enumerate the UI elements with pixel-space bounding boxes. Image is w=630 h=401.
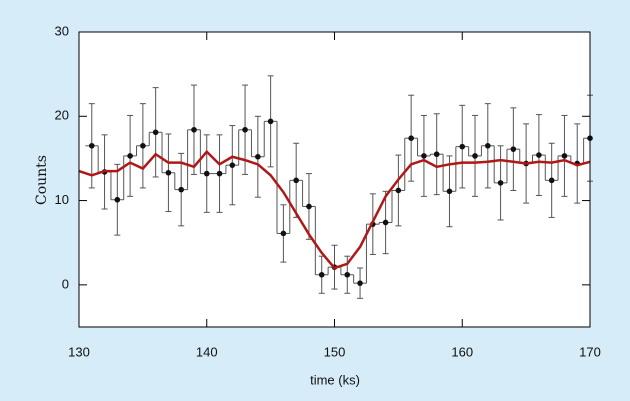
x-axis-label: time (ks) [310, 372, 360, 387]
point [395, 187, 402, 194]
point [191, 126, 197, 133]
point [421, 153, 427, 159]
point [408, 135, 414, 141]
point [306, 203, 312, 210]
point [255, 153, 261, 160]
plot-frame [78, 31, 591, 328]
point [178, 186, 184, 193]
point [267, 118, 274, 125]
x-tick-label: 150 [324, 344, 346, 359]
point [548, 177, 555, 184]
point [446, 188, 453, 195]
point [140, 142, 146, 149]
point [229, 162, 236, 168]
y-axis-label: Counts [34, 155, 50, 205]
point [165, 169, 172, 176]
point [536, 152, 542, 158]
point [242, 126, 248, 133]
x-tick-label: 160 [451, 344, 473, 359]
y-tick-label: 0 [62, 276, 69, 291]
point [497, 180, 504, 186]
point [561, 153, 568, 159]
point [485, 142, 491, 149]
point [318, 271, 325, 278]
x-tick-label: 140 [196, 344, 218, 359]
point [472, 153, 478, 159]
y-tick-label: 10 [55, 192, 69, 207]
point [127, 153, 133, 159]
point [344, 271, 351, 278]
model-line [78, 149, 591, 270]
point [293, 177, 299, 184]
point [382, 219, 389, 226]
x-tick-label: 130 [68, 344, 90, 359]
point [203, 170, 210, 177]
y-tick-label: 30 [55, 23, 69, 38]
point [114, 196, 121, 203]
point [88, 142, 95, 149]
point [433, 151, 440, 158]
x-tick-label: 170 [579, 344, 601, 359]
point [459, 143, 466, 150]
point [280, 230, 287, 237]
y-tick-label: 20 [55, 108, 69, 123]
point [510, 146, 517, 152]
point [216, 170, 223, 177]
point [152, 129, 159, 136]
point [357, 280, 363, 286]
